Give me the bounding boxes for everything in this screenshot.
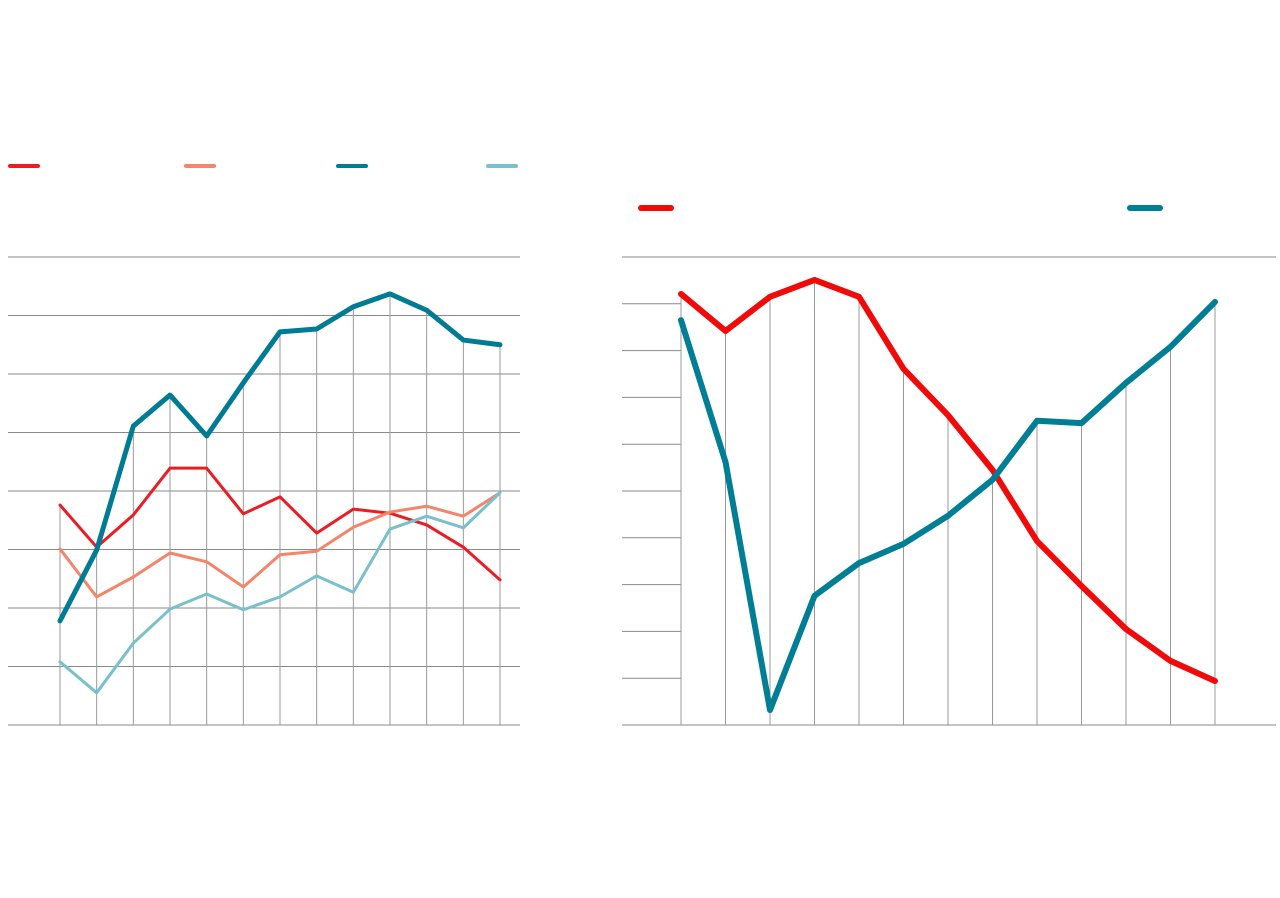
series-line [58, 491, 502, 599]
series-line [678, 276, 1218, 685]
series-line [678, 298, 1218, 714]
series-line [58, 466, 502, 582]
series-line [58, 491, 502, 695]
series-line [57, 291, 503, 624]
